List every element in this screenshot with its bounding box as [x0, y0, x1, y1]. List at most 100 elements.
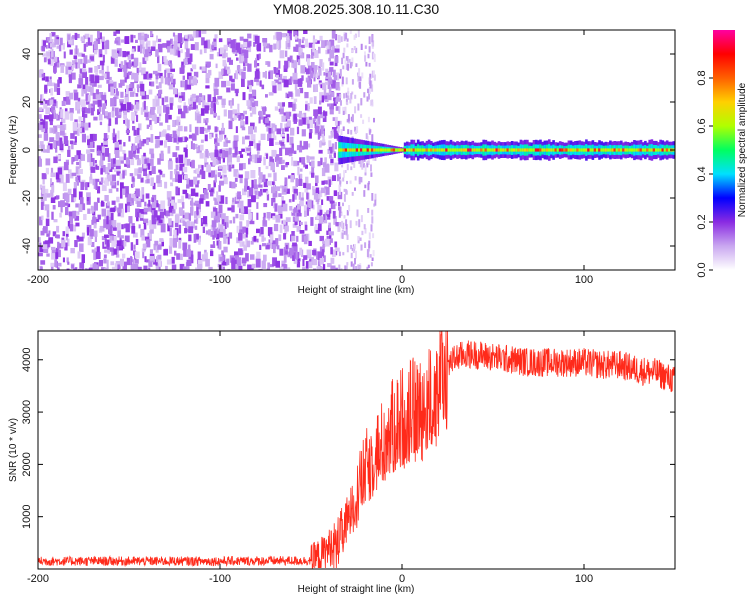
spectrogram-cell	[272, 257, 277, 267]
spectrogram-cell	[203, 216, 208, 225]
spectrogram-cell	[113, 31, 117, 36]
spectrogram-cell	[203, 48, 207, 54]
spectrogram-cell	[178, 240, 182, 249]
spectrogram-cell	[38, 123, 43, 131]
spectrogram-cell	[238, 200, 244, 210]
spectrogram-cell	[336, 121, 340, 129]
spectrogram-cell	[150, 81, 155, 87]
spectrogram-cell	[277, 81, 282, 85]
spectrogram-cell	[235, 213, 239, 219]
spectrogram-cell	[210, 250, 214, 257]
spectrogram-cell	[352, 263, 355, 270]
spectrogram-cell	[322, 114, 327, 122]
spectrogram-cell	[143, 49, 149, 58]
spectrogram-cell	[97, 31, 100, 38]
spectrogram-cell	[131, 193, 137, 202]
spectrogram-cell	[289, 248, 294, 256]
spectrogram-cell	[217, 211, 221, 220]
spectrogram-cell	[79, 160, 82, 168]
spectrogram-cell	[352, 246, 355, 253]
spectrogram-cell	[259, 116, 265, 120]
spectrogram-cell	[226, 87, 231, 93]
spectrogram-cell	[188, 213, 191, 221]
spectrogram-cell	[86, 194, 89, 202]
spectrogram-cell	[185, 193, 189, 199]
spectrogram-cell	[323, 214, 326, 221]
spectrogram-cell	[282, 137, 285, 144]
spectrogram-cell	[50, 189, 54, 197]
spectrogram-cell	[235, 42, 241, 51]
spectrogram-cell	[133, 57, 139, 66]
spectrogram-cell	[229, 220, 232, 224]
spectrogram-cell	[131, 53, 134, 60]
spectrogram-cell	[336, 72, 340, 81]
spectrogram-cell	[637, 148, 641, 152]
spectrogram-cell	[451, 148, 455, 152]
spectrogram-cell	[434, 148, 437, 152]
spectrogram-cell	[135, 259, 139, 264]
spectrogram-cell	[91, 81, 97, 87]
spectrogram-cell	[53, 99, 57, 104]
spectrogram-cell	[103, 258, 107, 264]
spectrogram-cell	[350, 244, 353, 250]
spectrogram-cell	[337, 86, 341, 91]
spectrogram-cell	[254, 190, 258, 195]
spectrogram-cell	[96, 145, 102, 153]
spectrogram-cell	[230, 83, 235, 91]
spectrogram-cell	[175, 164, 179, 170]
spectrogram-cell	[344, 148, 348, 152]
spectrogram-cell	[131, 226, 136, 234]
spectrogram-cell	[148, 89, 153, 95]
spectrogram-cell	[333, 190, 338, 196]
spectrogram-cell	[130, 82, 135, 89]
spectrogram-cell	[128, 150, 133, 160]
spectrogram-cell	[197, 259, 203, 267]
spectrogram-cell	[106, 209, 111, 217]
spectrogram-cell	[132, 259, 135, 267]
spectrogram-cell	[45, 158, 51, 166]
spectrogram-cell	[299, 200, 304, 207]
spectrogram-cell	[85, 77, 89, 85]
spectrogram-cell	[38, 157, 42, 167]
spectrogram-cell	[101, 208, 106, 217]
spectrogram-cell	[345, 98, 348, 105]
spectrogram-cell	[293, 113, 297, 120]
spectrogram-cell	[306, 119, 310, 126]
spectrogram-cell	[104, 136, 107, 142]
spectrogram-cell	[197, 171, 201, 178]
spectrogram-cell	[210, 231, 214, 237]
spectrogram-cell	[120, 208, 125, 218]
spectrogram-cell	[164, 77, 168, 85]
spectrogram-cell	[198, 98, 201, 106]
spectrogram-cell	[506, 148, 510, 152]
spectrogram-cell	[159, 72, 163, 79]
spectrogram-cell	[368, 46, 371, 53]
spectrogram-cell	[237, 103, 240, 113]
spectrogram-cell	[321, 95, 325, 103]
spectrogram-cell	[350, 166, 353, 171]
spectrogram-cell	[200, 108, 205, 116]
spectrogram-cell	[155, 98, 160, 107]
spectrogram-cell	[39, 141, 44, 146]
spectrogram-cell	[340, 211, 343, 217]
spectrogram-cell	[149, 249, 153, 254]
spectrogram-cell	[296, 145, 300, 151]
spectrogram-cell	[368, 232, 371, 240]
spectrogram-cell	[217, 223, 221, 231]
spectrogram-cell	[58, 44, 62, 52]
spectrogram-cell	[125, 205, 130, 213]
spectrogram-cell	[113, 163, 116, 168]
spectrogram-cell	[243, 54, 248, 64]
spectrogram-cell	[515, 148, 518, 152]
spectrogram-cell	[353, 160, 356, 168]
spectrogram-cell	[99, 70, 105, 74]
spectrogram-cell	[269, 138, 274, 146]
spectrogram-cell	[123, 223, 127, 229]
spectrogram-cell	[173, 41, 178, 50]
spectrogram-cell	[329, 233, 332, 240]
spectrogram-cell	[101, 36, 105, 43]
spectrogram-cell	[445, 148, 448, 152]
x-tick-label: -200	[27, 573, 49, 585]
spectrogram-cell	[321, 249, 325, 257]
spectrogram-cell	[294, 81, 298, 91]
